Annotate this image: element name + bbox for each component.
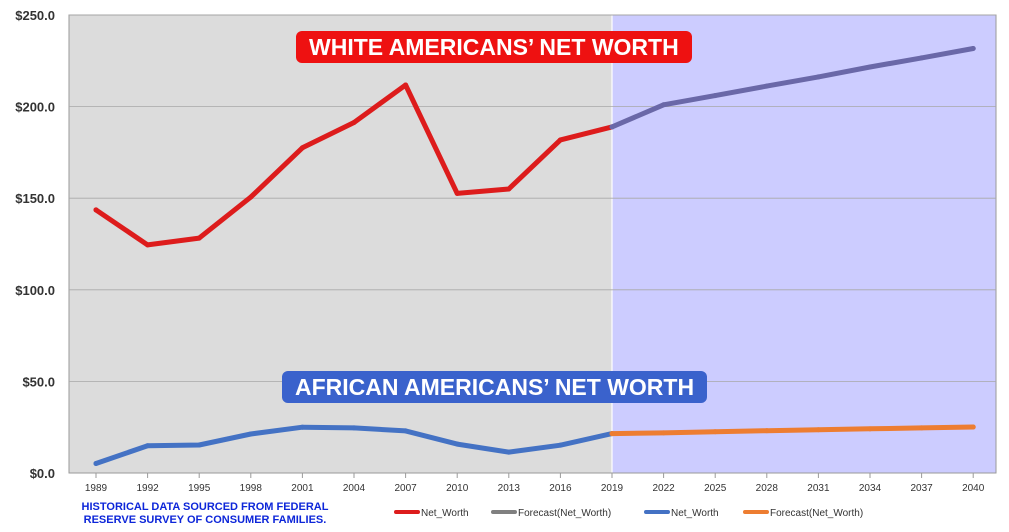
series-white-forecast-net-worth xyxy=(609,46,976,130)
series-white-net-worth-point xyxy=(299,145,305,151)
series-white-forecast-net-worth-point xyxy=(609,124,615,130)
series-black-net-worth-point xyxy=(93,460,99,466)
series-white-net-worth-point xyxy=(454,190,460,196)
y-tick-label: $200.0 xyxy=(15,100,55,115)
legend: Net_Worth Forecast(Net_Worth) Net_Worth For… xyxy=(394,508,863,519)
y-tick-label: $250.0 xyxy=(15,8,55,23)
x-tick-label: 2007 xyxy=(394,483,417,494)
series-white-net-worth-point xyxy=(403,82,409,88)
series-white-forecast-net-worth-point xyxy=(867,64,873,70)
plot-background xyxy=(68,14,997,474)
x-tick-label: 2028 xyxy=(756,483,779,494)
series-white-forecast-net-worth-point xyxy=(815,74,821,80)
series-black-net-worth-point xyxy=(557,442,563,448)
y-tick-label: $100.0 xyxy=(15,283,55,298)
series-white-forecast-net-worth-point xyxy=(712,93,718,99)
series-black-forecast-net-worth-point xyxy=(609,431,615,437)
series-white-net-worth-point xyxy=(248,194,254,200)
african-american-net-worth-label: AFRICAN AMERICANS’ NET WORTH xyxy=(282,371,708,403)
series-white-net-worth-point xyxy=(506,186,512,192)
x-tick-label: 2031 xyxy=(807,483,830,494)
series-black-net-worth-point xyxy=(145,443,151,449)
x-tick-label: 2037 xyxy=(910,483,933,494)
legend-label: Forecast(Net_Worth) xyxy=(770,508,863,519)
x-tick-label: 1995 xyxy=(188,483,211,494)
series-black-net-worth-point xyxy=(248,431,254,437)
series-black-net-worth-point xyxy=(454,441,460,447)
series-white-forecast-net-worth-point xyxy=(764,83,770,89)
x-tick-label: 2004 xyxy=(343,483,366,494)
region-forecast xyxy=(612,15,996,473)
x-tick-label: 2040 xyxy=(962,483,985,494)
series-black-forecast-net-worth xyxy=(609,424,976,437)
y-tick-label: $50.0 xyxy=(22,374,55,389)
series-white-net-worth-point xyxy=(557,137,563,143)
x-tick-label: 2034 xyxy=(859,483,882,494)
series-lines xyxy=(93,46,976,466)
series-black-forecast-net-worth-point xyxy=(970,424,976,430)
series-white-forecast-net-worth-point xyxy=(970,46,976,52)
series-black-forecast-net-worth-point xyxy=(712,429,718,435)
x-tick-label: 2019 xyxy=(601,483,624,494)
x-tick-label: 2013 xyxy=(498,483,521,494)
series-white-forecast-net-worth-point xyxy=(919,55,925,61)
x-tick-label: 1989 xyxy=(85,483,108,494)
axis-labels: $0.0 $50.0 $100.0 $150.0 $200.0 $250.0 1989 199… xyxy=(15,8,985,494)
legend-label: Net_Worth xyxy=(671,508,719,519)
legend-label: Net_Worth xyxy=(421,508,469,519)
x-tick-label: 1992 xyxy=(136,483,159,494)
y-tick-label: $0.0 xyxy=(30,466,55,481)
x-tick-label: 2025 xyxy=(704,483,727,494)
series-black-net-worth-point xyxy=(351,425,357,431)
x-tick-label: 2022 xyxy=(652,483,675,494)
series-black-net-worth-point xyxy=(403,428,409,434)
series-black-forecast-net-worth-point xyxy=(764,428,770,434)
data-source-note: HISTORICAL DATA SOURCED FROM FEDERAL RES… xyxy=(40,501,370,527)
series-black-forecast-net-worth-point xyxy=(815,427,821,433)
data-source-line-2: RESERVE SURVEY OF CONSUMER FAMILIES. xyxy=(83,514,327,526)
white-net-worth-label: WHITE AMERICANS’ NET WORTH xyxy=(296,31,692,63)
series-white-net-worth-point xyxy=(351,120,357,126)
series-black-forecast-net-worth-point xyxy=(919,425,925,431)
legend-label: Forecast(Net_Worth) xyxy=(518,508,611,519)
series-white-forecast-net-worth-point xyxy=(661,102,667,108)
series-black-forecast-net-worth-point xyxy=(661,430,667,436)
series-white-net-worth-point xyxy=(93,207,99,213)
series-black-forecast-net-worth-point xyxy=(867,426,873,432)
y-tick-label: $150.0 xyxy=(15,191,55,206)
x-tick-label: 2001 xyxy=(291,483,314,494)
series-white-net-worth-point xyxy=(145,242,151,248)
data-source-line-1: HISTORICAL DATA SOURCED FROM FEDERAL xyxy=(81,501,329,513)
series-white-net-worth-point xyxy=(196,235,202,241)
x-tick-label: 1998 xyxy=(240,483,263,494)
x-tick-label: 2016 xyxy=(549,483,572,494)
series-black-net-worth-point xyxy=(506,449,512,455)
series-black-net-worth-point xyxy=(299,424,305,430)
x-tick-label: 2010 xyxy=(446,483,469,494)
series-black-net-worth-point xyxy=(196,442,202,448)
